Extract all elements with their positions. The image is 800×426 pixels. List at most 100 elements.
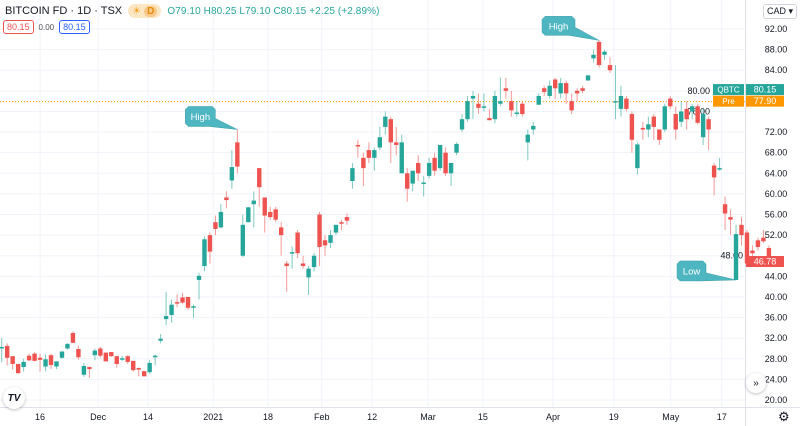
- candle-body: [218, 211, 224, 228]
- ohlc-readout: O79.10 H80.25 L79.10 C80.15 +2.25 (+2.89…: [167, 6, 379, 17]
- candle-body: [322, 240, 328, 246]
- candle-body: [141, 371, 147, 377]
- candle-body: [563, 83, 569, 94]
- candle-body: [410, 170, 415, 184]
- price-label-value: 77.90: [754, 96, 777, 106]
- candle-body: [695, 106, 700, 123]
- candle-body: [476, 103, 481, 108]
- candle-body: [59, 351, 65, 358]
- candle-body: [657, 129, 662, 140]
- candle-body: [711, 165, 717, 178]
- x-tick-label: May: [662, 412, 680, 422]
- candle-body: [706, 119, 711, 130]
- price-label-symbol-bg: [713, 84, 744, 96]
- y-tick-label: 40.00: [765, 292, 788, 302]
- x-tick-label: 19: [609, 412, 619, 422]
- candle-body: [525, 134, 530, 143]
- scroll-to-realtime-button[interactable]: »: [746, 373, 766, 393]
- y-tick-label: 36.00: [765, 313, 788, 323]
- y-tick-label: 72.00: [765, 127, 788, 137]
- candle-body: [394, 142, 399, 145]
- candle-body: [339, 222, 344, 224]
- y-tick-label: 60.00: [765, 189, 788, 199]
- candle-body: [520, 103, 525, 115]
- candle-body: [262, 197, 267, 216]
- candle-body: [114, 356, 119, 364]
- candle-body: [109, 352, 114, 357]
- candle-body: [87, 367, 92, 370]
- x-tick-label: 18: [263, 412, 273, 422]
- trade-row: 80.15 0.00 80.15: [3, 20, 90, 34]
- candle-body: [273, 209, 278, 220]
- candle-body: [10, 356, 15, 364]
- candle-body: [0, 346, 4, 349]
- y-tick-label: 24.00: [765, 374, 788, 384]
- candle-body: [437, 144, 443, 169]
- price-label-bg: [746, 84, 784, 96]
- currency-dropdown[interactable]: CAD ▾: [762, 4, 797, 19]
- candle-body: [728, 217, 733, 220]
- candle-body: [377, 137, 383, 148]
- candle-body: [640, 127, 646, 130]
- y-tick-label: 92.00: [765, 24, 788, 34]
- x-tick-label: Feb: [314, 412, 330, 422]
- candle-body: [136, 368, 141, 370]
- candle-body: [229, 167, 235, 181]
- candle-body: [311, 255, 317, 268]
- callout-box: [676, 260, 737, 282]
- x-tick-label: 14: [143, 412, 153, 422]
- candle-body: [383, 116, 388, 127]
- candle-body: [344, 217, 350, 221]
- candle-body: [152, 355, 158, 358]
- candle-body: [498, 101, 503, 104]
- x-tick-label: Dec: [90, 412, 107, 422]
- gear-icon[interactable]: ⚙: [778, 409, 790, 424]
- candle-body: [651, 116, 657, 127]
- candle-body: [673, 114, 678, 130]
- candle-body: [574, 90, 580, 94]
- candle-body: [174, 302, 180, 304]
- candle-body: [125, 356, 130, 362]
- candle-body: [81, 366, 87, 375]
- candle-body: [372, 150, 377, 158]
- candle-body: [766, 248, 772, 263]
- candle-body: [163, 316, 169, 320]
- candle-body: [761, 237, 766, 242]
- candle-body: [558, 83, 563, 94]
- candle-body: [246, 207, 251, 223]
- candle-body: [607, 65, 613, 71]
- candle-body: [509, 101, 514, 111]
- candle-body: [613, 101, 618, 103]
- tradingview-logo[interactable]: TV: [3, 387, 25, 409]
- candle-body: [202, 239, 207, 267]
- candle-body: [235, 142, 240, 167]
- candle-body: [278, 227, 284, 236]
- candle-body: [684, 108, 689, 120]
- price-label-value: 80.15: [754, 85, 777, 95]
- y-tick-label: 88.00: [765, 45, 788, 55]
- candle-body: [120, 358, 125, 360]
- candle-body: [679, 111, 684, 122]
- x-tick-label: 17: [717, 412, 727, 422]
- x-tick-label: 12: [367, 412, 377, 422]
- candle-body: [448, 162, 454, 174]
- candle-body: [54, 361, 59, 367]
- price-label-value: 46.78: [754, 257, 777, 267]
- candle-body: [131, 360, 136, 371]
- y-tick-label: 68.00: [765, 148, 788, 158]
- candle-body: [388, 119, 393, 143]
- sell-button[interactable]: 80.15: [3, 20, 34, 34]
- candle-body: [295, 232, 300, 254]
- market-status-badge[interactable]: ☀ D: [128, 4, 162, 18]
- candle-body: [37, 357, 43, 360]
- candle-body: [21, 361, 26, 368]
- buy-button[interactable]: 80.15: [59, 20, 90, 34]
- symbol-title[interactable]: BITCOIN FD · 1D · TSX: [5, 5, 123, 17]
- y-tick-label: 56.00: [765, 210, 788, 220]
- x-tick-label: Mar: [420, 412, 436, 422]
- y-tick-label: 64.00: [765, 168, 788, 178]
- candle-body: [185, 296, 191, 308]
- candle-body: [98, 348, 103, 356]
- price-label-symbol-bg: [713, 95, 744, 107]
